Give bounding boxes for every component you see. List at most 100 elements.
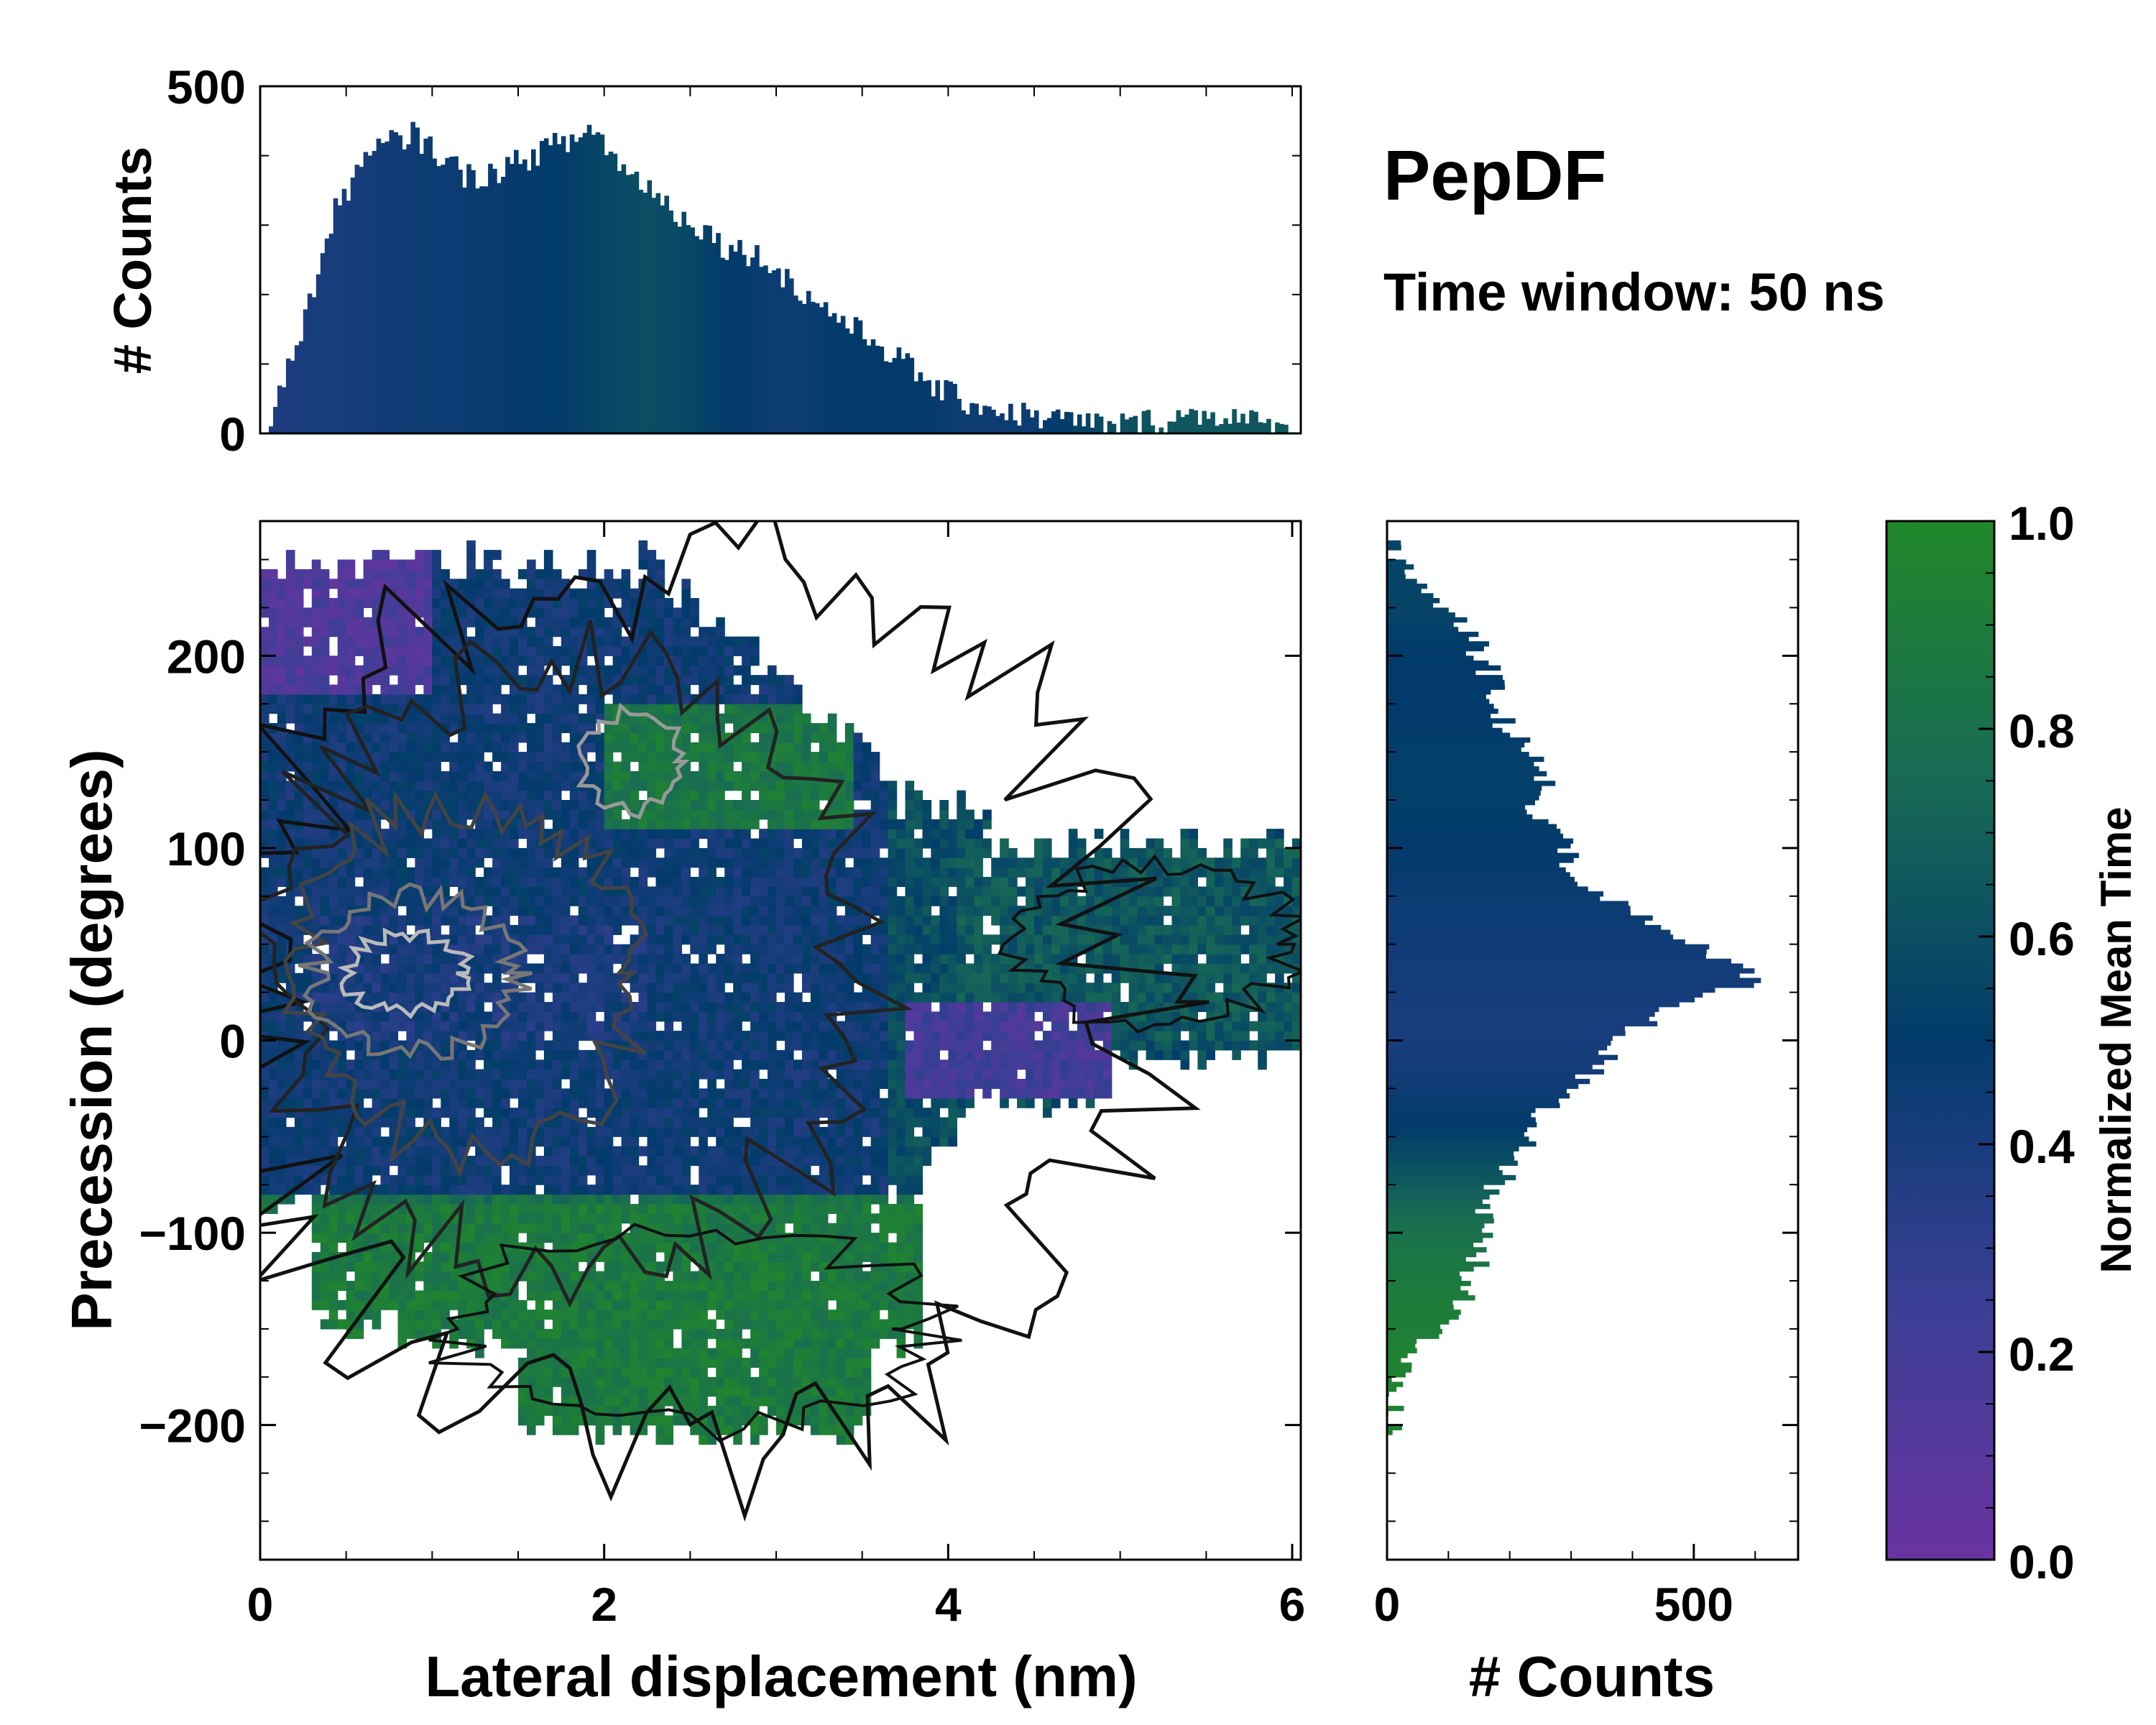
heatmap-cell (630, 886, 640, 897)
heatmap-cell (397, 1281, 407, 1291)
heatmap-cell (311, 617, 321, 627)
heatmap-cell (432, 675, 441, 686)
heatmap-cell (303, 656, 313, 666)
heatmap-cell (612, 1165, 622, 1176)
heatmap-cell (733, 847, 742, 858)
heatmap-cell (759, 1396, 768, 1407)
heatmap-cell (630, 857, 640, 868)
heatmap-cell (578, 1223, 588, 1233)
heatmap-cell (655, 1261, 665, 1272)
heatmap-cell (372, 1021, 382, 1031)
heatmap-cell (716, 1011, 725, 1022)
heatmap-cell (750, 838, 760, 849)
heatmap-cell (543, 1310, 553, 1320)
heatmap-cell (716, 1165, 725, 1176)
heatmap-cell (397, 752, 407, 763)
heatmap-cell (328, 781, 338, 791)
heatmap-cell (535, 896, 545, 906)
heatmap-cell (328, 906, 338, 916)
heatmap-cell (724, 1223, 734, 1233)
heatmap-cell (578, 983, 588, 993)
heatmap-cell (285, 1194, 295, 1205)
heatmap-cell (699, 1213, 708, 1224)
heatmap-cell (638, 1117, 648, 1128)
heatmap-cell (630, 1319, 640, 1330)
heatmap-cell (578, 607, 588, 618)
heatmap-cell (673, 1049, 682, 1060)
heatmap-cell (768, 934, 777, 945)
heatmap-cell (569, 1338, 579, 1349)
heatmap-cell (285, 906, 295, 916)
heatmap-cell (415, 1049, 424, 1060)
heatmap-cell (406, 886, 415, 897)
heatmap-cell (768, 790, 777, 801)
heatmap-cell (690, 1059, 699, 1070)
heatmap-cell (510, 992, 519, 1003)
top-y-tick-label: 500 (167, 60, 246, 114)
heatmap-cell (707, 1300, 717, 1310)
heatmap-cell (328, 1310, 338, 1320)
heatmap-cell (372, 906, 382, 916)
heatmap-cell (484, 550, 493, 561)
heatmap-cell (328, 1002, 338, 1012)
heatmap-cell (716, 992, 725, 1003)
top-marginal-bar (974, 403, 979, 433)
heatmap-cell (441, 1251, 450, 1262)
heatmap-cell (285, 1174, 295, 1185)
heatmap-cell (647, 1098, 657, 1108)
heatmap-cell (492, 1117, 502, 1128)
heatmap-cell (423, 1079, 433, 1089)
heatmap-cell (621, 1194, 631, 1205)
heatmap-cell (673, 781, 682, 791)
heatmap-cell (707, 1290, 717, 1301)
heatmap-cell (742, 1281, 751, 1291)
heatmap-cell (707, 800, 717, 810)
heatmap-cell (595, 1338, 605, 1349)
heatmap-cell (733, 1049, 742, 1060)
heatmap-cell (535, 1319, 545, 1330)
heatmap-cell (458, 1031, 467, 1041)
heatmap-cell (750, 1069, 760, 1080)
heatmap-cell (311, 1079, 321, 1089)
heatmap-cell (681, 1108, 691, 1118)
heatmap-cell (397, 896, 407, 906)
heatmap-cell (604, 579, 614, 589)
heatmap-cell (458, 829, 467, 840)
heatmap-cell (397, 665, 407, 676)
heatmap-cell (707, 1348, 717, 1358)
heatmap-cell (441, 963, 450, 974)
heatmap-cell (432, 1156, 441, 1167)
heatmap-cell (372, 732, 382, 743)
heatmap-cell (750, 770, 760, 781)
heatmap-cell (690, 838, 699, 849)
heatmap-cell (346, 1204, 356, 1214)
heatmap-cell (432, 963, 441, 974)
heatmap-cell (510, 896, 519, 906)
heatmap-cell (681, 665, 691, 676)
heatmap-cell (510, 944, 519, 954)
heatmap-cell (501, 867, 510, 878)
heatmap-cell (647, 896, 657, 906)
heatmap-cell (604, 770, 614, 781)
heatmap-cell (578, 1204, 588, 1214)
heatmap-cell (595, 896, 605, 906)
heatmap-cell (768, 1204, 777, 1214)
heatmap-cell (320, 983, 330, 993)
heatmap-cell (260, 770, 270, 781)
heatmap-cell (397, 1079, 407, 1089)
heatmap-cell (647, 1242, 657, 1253)
heatmap-cell (681, 1059, 691, 1070)
heatmap-cell (673, 1098, 682, 1108)
heatmap-cell (484, 1213, 493, 1224)
heatmap-cell (742, 732, 751, 743)
heatmap-cell (673, 636, 682, 647)
heatmap-cell (699, 954, 708, 965)
heatmap-cell (527, 761, 536, 772)
heatmap-cell (320, 607, 330, 618)
top-marginal-bar (957, 398, 962, 433)
heatmap-cell (441, 1069, 450, 1080)
heatmap-cell (501, 636, 510, 647)
heatmap-cell (561, 1233, 571, 1243)
heatmap-cell (527, 569, 536, 579)
heatmap-cell (466, 704, 476, 714)
